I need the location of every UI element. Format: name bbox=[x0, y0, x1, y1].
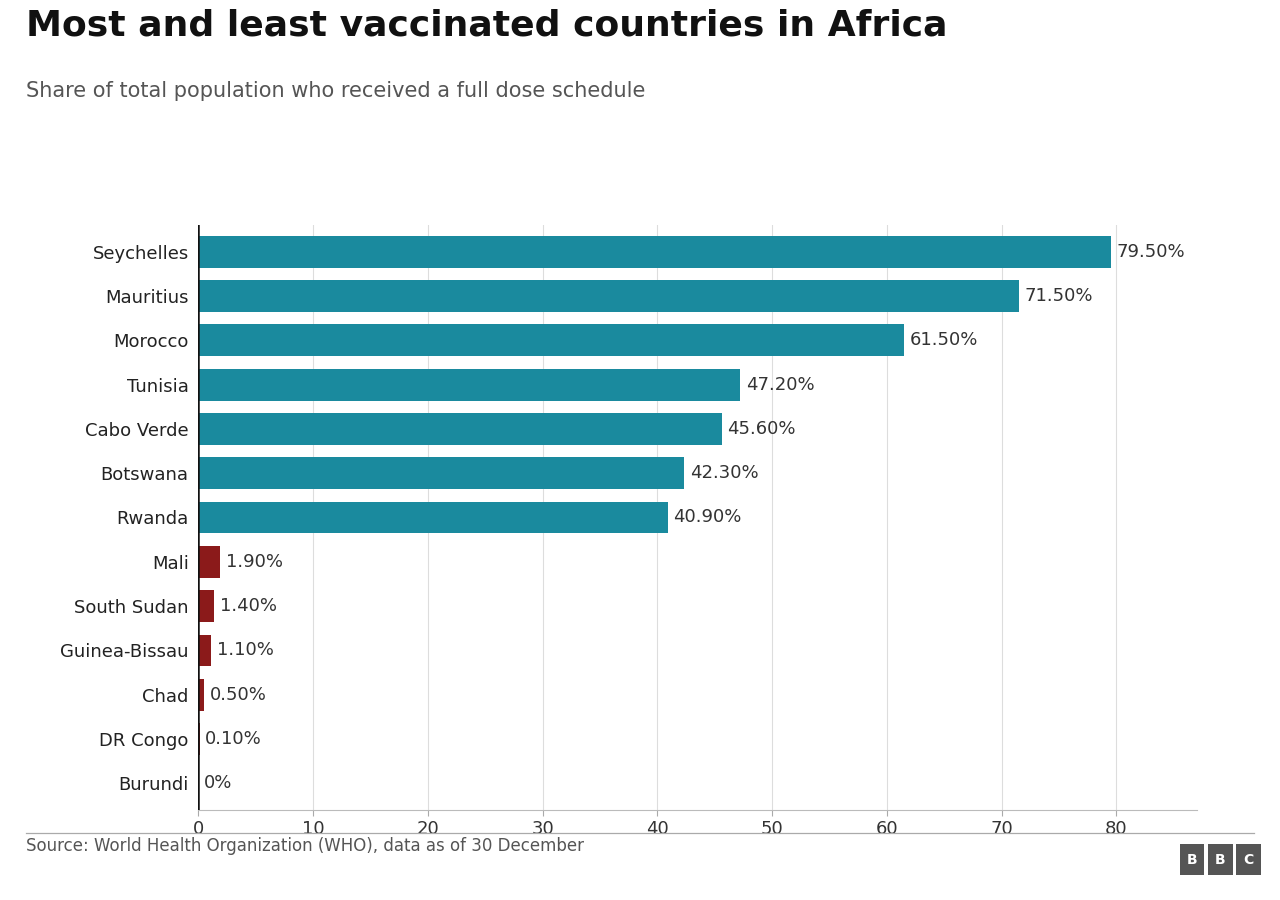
Text: 42.30%: 42.30% bbox=[690, 464, 758, 482]
Text: 79.50%: 79.50% bbox=[1116, 243, 1185, 261]
Text: 0.10%: 0.10% bbox=[205, 730, 262, 748]
Bar bbox=[198, 634, 211, 666]
Bar bbox=[198, 413, 722, 445]
Bar bbox=[198, 236, 1111, 267]
Bar bbox=[198, 369, 740, 400]
Text: 1.90%: 1.90% bbox=[227, 553, 283, 571]
Bar bbox=[198, 546, 220, 578]
Text: 0%: 0% bbox=[204, 774, 233, 792]
Text: B: B bbox=[1187, 852, 1198, 867]
Bar bbox=[198, 280, 1019, 312]
Text: C: C bbox=[1243, 852, 1254, 867]
Text: 71.50%: 71.50% bbox=[1025, 287, 1093, 305]
Bar bbox=[198, 457, 684, 489]
Text: Most and least vaccinated countries in Africa: Most and least vaccinated countries in A… bbox=[26, 9, 947, 43]
Text: 1.40%: 1.40% bbox=[220, 597, 278, 615]
Bar bbox=[198, 679, 204, 711]
Bar bbox=[198, 501, 668, 534]
Text: 0.50%: 0.50% bbox=[210, 686, 266, 704]
Text: 45.60%: 45.60% bbox=[727, 420, 796, 438]
Text: 40.90%: 40.90% bbox=[673, 508, 742, 526]
Text: B: B bbox=[1215, 852, 1226, 867]
Text: 61.50%: 61.50% bbox=[910, 331, 978, 349]
Bar bbox=[198, 590, 215, 622]
Text: Share of total population who received a full dose schedule: Share of total population who received a… bbox=[26, 81, 645, 101]
Text: Source: World Health Organization (WHO), data as of 30 December: Source: World Health Organization (WHO),… bbox=[26, 837, 584, 855]
Bar bbox=[198, 324, 904, 356]
Text: 47.20%: 47.20% bbox=[746, 375, 814, 393]
Text: 1.10%: 1.10% bbox=[216, 642, 274, 660]
